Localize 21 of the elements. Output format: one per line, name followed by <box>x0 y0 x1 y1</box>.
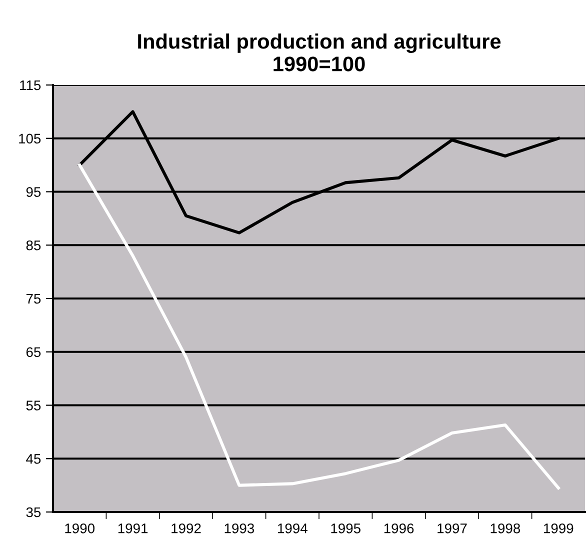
x-tick-label: 1994 <box>278 523 308 534</box>
line-series <box>78 164 560 490</box>
y-tick-label: 105 <box>19 134 41 144</box>
x-tick-label: 1993 <box>224 523 254 534</box>
y-tick-label: 115 <box>20 80 41 90</box>
y-tick-label: 55 <box>26 400 41 410</box>
x-tick-label: 1990 <box>65 523 95 534</box>
x-tick-label: 1999 <box>544 523 574 534</box>
y-tick-label: 35 <box>26 507 41 518</box>
x-tick-label: 1996 <box>384 523 414 534</box>
x-tick-label: 1997 <box>438 523 467 534</box>
x-tick-label: 1991 <box>118 523 148 534</box>
y-tick-label: 95 <box>26 187 41 197</box>
chart-title: Industrial production and agriculture 1990=100 <box>138 33 501 72</box>
y-tick-label: 45 <box>26 454 41 464</box>
x-tick-label: 1995 <box>331 523 360 534</box>
x-tick-label: 1992 <box>172 523 201 534</box>
x-tick-label: 1998 <box>490 523 520 534</box>
y-tick-label: 65 <box>26 347 41 358</box>
y-tick-label: 85 <box>26 240 41 250</box>
y-tick-label: 75 <box>26 294 41 304</box>
